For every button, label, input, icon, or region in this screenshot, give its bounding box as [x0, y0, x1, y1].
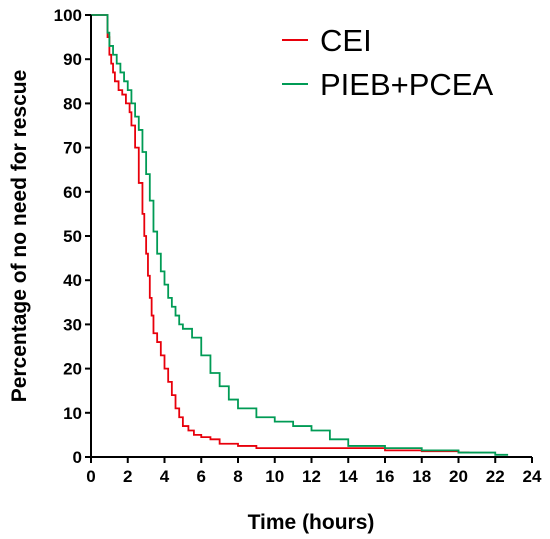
x-tick-label: 2 [123, 467, 132, 486]
series-line-pieb-pcea [91, 14, 509, 456]
y-tick-label: 10 [63, 404, 82, 423]
x-tick-label: 8 [233, 467, 242, 486]
x-tick-label: 24 [523, 467, 542, 486]
legend-label: PIEB+PCEA [320, 67, 493, 102]
x-tick-label: 6 [197, 467, 206, 486]
y-tick-label: 60 [63, 183, 82, 202]
x-tick-label: 20 [449, 467, 468, 486]
series-line-cei [91, 14, 470, 454]
y-axis-title: Percentage of no need for rescue [8, 70, 31, 403]
y-tick-label: 40 [63, 271, 82, 290]
y-tick-label: 100 [54, 6, 82, 25]
x-tick-label: 18 [412, 467, 431, 486]
x-tick-label: 22 [486, 467, 505, 486]
x-tick-label: 10 [265, 467, 284, 486]
y-tick-label: 30 [63, 315, 82, 334]
y-tick-label: 90 [63, 50, 82, 69]
x-tick-label: 4 [160, 467, 170, 486]
y-tick-label: 20 [63, 360, 82, 379]
y-tick-label: 70 [63, 139, 82, 158]
y-tick-label: 0 [73, 448, 82, 467]
x-tick-label: 12 [302, 467, 321, 486]
legend-label: CEI [320, 23, 372, 58]
x-axis-title: Time (hours) [248, 511, 375, 534]
y-tick-label: 50 [63, 227, 82, 246]
x-tick-label: 0 [86, 467, 95, 486]
axes: 0 2 4 6 8 10 12 14 16 18 20 22 240102030405060708090… [54, 6, 542, 486]
x-tick-label: 14 [339, 467, 358, 486]
y-tick-label: 80 [63, 94, 82, 113]
legend: CEI PIEB+PCEA [282, 23, 493, 102]
x-tick-label: 16 [376, 467, 395, 486]
plot-area [91, 14, 509, 456]
